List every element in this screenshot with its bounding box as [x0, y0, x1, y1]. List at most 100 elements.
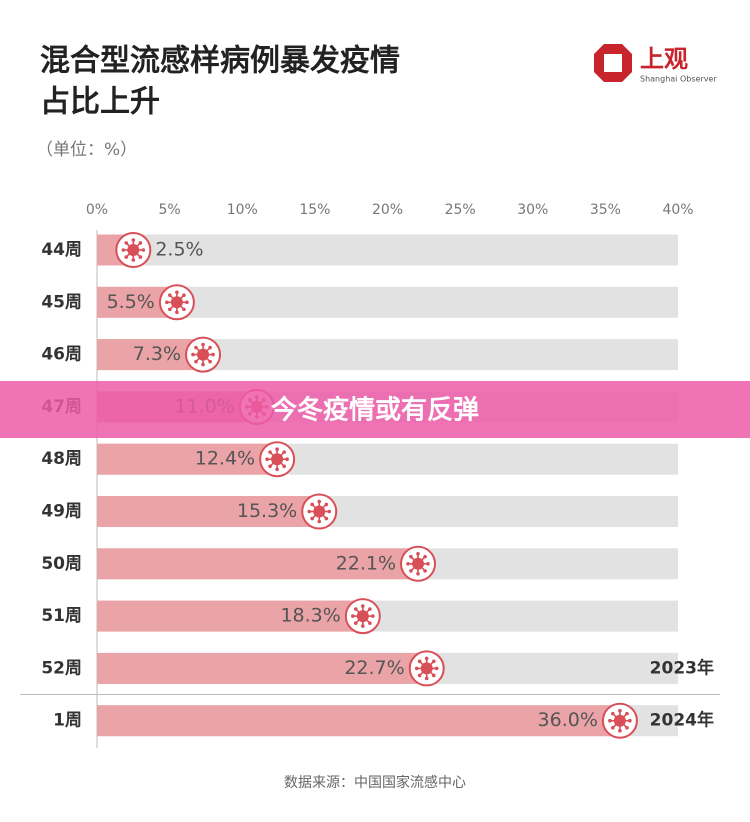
bar [97, 548, 419, 580]
virus-tip [431, 673, 436, 678]
y-tick-label: 50周 [41, 554, 82, 574]
virus-tip [165, 300, 169, 305]
x-tick-label: 30% [517, 202, 548, 218]
virus-tip [191, 352, 195, 357]
y-tick-label: 46周 [41, 345, 82, 365]
virus-tip [285, 457, 289, 462]
virus-tip [175, 290, 179, 295]
virus-tip [628, 718, 632, 723]
virus-tip [185, 300, 189, 305]
virus-tip [618, 708, 622, 713]
virus-icon [185, 336, 222, 373]
bar [97, 652, 427, 684]
virus-tip [327, 509, 332, 514]
virus-core [197, 348, 210, 361]
x-tick-label: 40% [662, 202, 693, 218]
virus-tip [431, 659, 436, 664]
x-tick-label: 35% [590, 202, 621, 218]
year-label: 2024年 [650, 710, 714, 731]
banner-band [0, 381, 750, 438]
virus-tip [124, 255, 129, 259]
virus-core [313, 505, 326, 518]
y-tick-label: 1周 [53, 711, 82, 731]
x-tick-label: 20% [372, 202, 403, 218]
virus-tip [282, 450, 286, 454]
virus-tip [194, 345, 198, 350]
logo-icon [604, 54, 622, 72]
virus-tip [416, 572, 420, 576]
value-label: 7.3% [133, 343, 181, 365]
virus-tip [625, 725, 629, 730]
virus-tip [324, 516, 329, 521]
virus-tip [168, 293, 172, 298]
virus-core [170, 296, 183, 309]
year-label: 2023年 [650, 657, 714, 678]
virus-tip [265, 457, 269, 462]
virus-tip [141, 248, 146, 252]
virus-tip [618, 728, 622, 733]
virus-tip [317, 499, 322, 504]
virus-tip [423, 554, 427, 559]
virus-tip [194, 359, 198, 364]
virus-tip [138, 241, 143, 245]
bar [97, 705, 620, 737]
virus-tip [417, 673, 422, 678]
virus-icon [158, 284, 195, 321]
virus-tip [611, 725, 615, 730]
virus-tip [131, 258, 136, 262]
virus-tip [310, 516, 314, 521]
virus-tip [353, 621, 358, 625]
virus-icon [400, 545, 437, 582]
virus-tip [353, 607, 358, 611]
virus-tip [424, 656, 429, 661]
value-label: 15.3% [237, 500, 297, 522]
chart-title: 占比上升 [40, 85, 160, 120]
y-tick-label: 52周 [41, 658, 82, 678]
logo: 上观 Shanghai Observer [594, 44, 717, 84]
virus-tip [371, 614, 375, 618]
virus-tip [416, 552, 420, 556]
virus-icon [408, 650, 445, 687]
virus-tip [368, 621, 372, 625]
virus-tip [275, 447, 279, 452]
virus-tip [168, 307, 172, 312]
virus-tip [361, 604, 365, 608]
virus-icon [115, 232, 152, 268]
virus-tip [423, 569, 427, 573]
virus-core [271, 453, 284, 466]
virus-tip [417, 659, 422, 664]
virus-tip [124, 241, 129, 245]
value-label: 5.5% [107, 291, 155, 313]
virus-icon [601, 702, 638, 739]
y-tick-label: 44周 [41, 240, 82, 260]
virus-tip [409, 554, 413, 559]
virus-tip [324, 502, 329, 507]
value-label: 36.0% [538, 709, 598, 731]
virus-tip [182, 293, 186, 298]
banner: 今冬疫情或有反弹 [0, 381, 750, 438]
bar-track [97, 234, 678, 266]
virus-core [613, 714, 626, 727]
y-tick-label: 51周 [41, 606, 82, 626]
virus-core [356, 610, 369, 623]
banner-text: 今冬疫情或有反弹 [271, 395, 479, 426]
virus-tip [317, 519, 322, 524]
virus-tip [138, 255, 143, 259]
x-tick-label: 5% [159, 202, 181, 218]
virus-tip [434, 666, 439, 671]
x-tick-label: 10% [227, 202, 258, 218]
virus-tip [406, 562, 410, 566]
chart-title: 混合型流感样病例暴发疫情 [40, 44, 400, 79]
virus-core [127, 244, 140, 256]
virus-tip [426, 562, 430, 566]
virus-icon [259, 441, 296, 478]
virus-tip [414, 666, 419, 671]
virus-tip [201, 362, 205, 367]
y-tick-label: 49周 [41, 502, 82, 522]
virus-tip [351, 614, 355, 618]
virus-tip [424, 676, 429, 681]
virus-tip [608, 718, 612, 723]
virus-tip [361, 624, 365, 628]
virus-tip [211, 352, 215, 357]
